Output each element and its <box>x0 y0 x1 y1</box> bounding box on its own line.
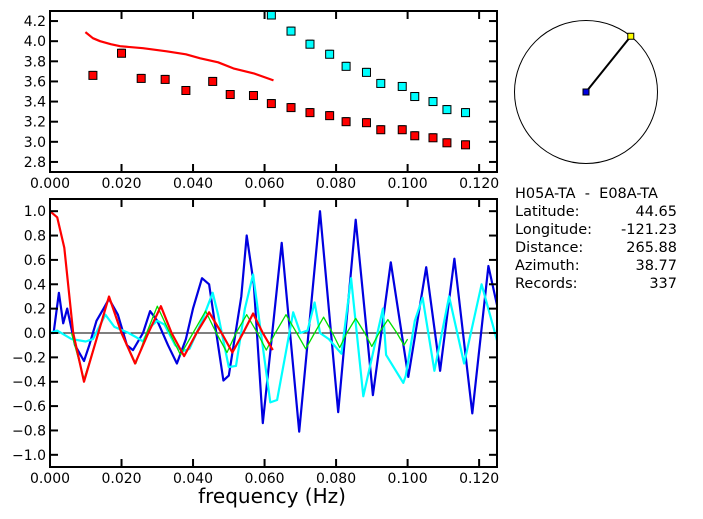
x-tick-label: 0.020 <box>101 471 141 487</box>
x-tick-label: 0.000 <box>30 176 70 192</box>
x-tick-label: 0.060 <box>245 176 285 192</box>
y-tick-label: 4.0 <box>24 34 46 50</box>
range-circle <box>514 20 658 164</box>
data-point-red <box>376 125 386 135</box>
data-point-red <box>136 73 146 83</box>
y-tick-label: −0.8 <box>12 423 46 439</box>
data-point-red <box>266 99 276 109</box>
x-tick-label: 0.040 <box>173 471 213 487</box>
data-point-red <box>117 48 127 58</box>
data-point-cyan <box>266 10 276 20</box>
x-tick-label: 0.060 <box>245 471 285 487</box>
y-tick-label: −0.6 <box>12 399 46 415</box>
info-row-latitude: Latitude: 44.65 <box>515 203 677 221</box>
data-point-cyan <box>305 39 315 49</box>
y-tick-label: 3.8 <box>24 54 46 70</box>
x-tick-label: 0.100 <box>388 176 428 192</box>
y-tick-label: 3.0 <box>24 135 46 151</box>
data-point-red <box>428 133 438 143</box>
data-point-cyan <box>361 67 371 77</box>
data-point-red <box>181 85 191 95</box>
x-tick-label: 0.100 <box>388 471 428 487</box>
info-value: 337 <box>649 276 677 292</box>
data-point-red <box>397 125 407 135</box>
info-row-records: Records: 337 <box>515 275 677 293</box>
y-tick-label: 3.2 <box>24 115 46 131</box>
x-tick-label: 0.000 <box>30 471 70 487</box>
series-line-cyan <box>49 273 499 404</box>
x-axis-label: frequency (Hz) <box>198 484 346 508</box>
info-label: Longitude: <box>515 222 593 238</box>
info-row-azimuth: Azimuth: 38.77 <box>515 257 677 275</box>
y-tick-label: −0.4 <box>12 375 46 391</box>
y-tick-label: 0.4 <box>24 277 46 293</box>
y-tick-label: 0.8 <box>24 229 46 245</box>
data-point-cyan <box>397 81 407 91</box>
data-point-red <box>88 70 98 80</box>
y-tick-label: 0.2 <box>24 302 46 318</box>
data-point-red <box>286 103 296 113</box>
info-value: 38.77 <box>635 258 677 274</box>
data-point-red <box>442 138 452 148</box>
info-label: Records: <box>515 276 578 292</box>
station-info-panel: H05A-TA - E08A-TA Latitude: 44.65 Longitu… <box>515 185 677 293</box>
correlation-chart: 0.000 0.020 0.040 0.060 0.080 0.100 0.120 −1.0 −… <box>12 198 499 487</box>
data-point-cyan <box>341 61 351 71</box>
info-value: 44.65 <box>635 204 677 220</box>
data-point-cyan <box>428 97 438 107</box>
y-tick-label: −0.2 <box>12 350 46 366</box>
x-tick-label: 0.120 <box>459 176 499 192</box>
x-tick-label: 0.080 <box>316 176 356 192</box>
info-label: Distance: <box>515 240 584 256</box>
station-marker-origin <box>582 88 590 96</box>
y-tick-label: 2.8 <box>24 155 46 171</box>
info-value: -121.23 <box>621 222 677 238</box>
data-point-cyan <box>376 78 386 88</box>
data-point-red <box>341 117 351 127</box>
station-pair: H05A-TA - E08A-TA <box>515 186 658 202</box>
y-tick-label: 3.4 <box>24 95 46 111</box>
data-point-cyan <box>410 92 420 102</box>
y-tick-label: 1.0 <box>24 204 46 220</box>
info-row-distance: Distance: 265.88 <box>515 239 677 257</box>
station-marker-target <box>627 32 635 40</box>
velocity-dispersion-chart: 0.000 0.020 0.040 0.060 0.080 0.100 0.120 2.8 3.… <box>24 10 499 192</box>
y-tick-label: 0.0 <box>24 326 46 342</box>
data-point-red <box>208 76 218 86</box>
data-point-cyan <box>286 26 296 36</box>
data-point-red <box>160 74 170 84</box>
data-point-red <box>248 91 258 101</box>
info-row-longitude: Longitude: -121.23 <box>515 221 677 239</box>
y-tick-label: 0.6 <box>24 253 46 269</box>
plot-frame <box>49 10 498 173</box>
series-line-red <box>49 210 274 383</box>
info-label: Azimuth: <box>515 258 580 274</box>
series-line-red <box>84 31 274 82</box>
azimuth-map <box>514 20 658 164</box>
info-value: 265.88 <box>626 240 677 256</box>
data-point-red <box>361 118 371 128</box>
y-tick-label: 3.6 <box>24 74 46 90</box>
x-tick-label: 0.120 <box>459 471 499 487</box>
series-line-blue <box>50 210 499 433</box>
info-label: Latitude: <box>515 204 580 220</box>
x-tick-label: 0.080 <box>316 471 356 487</box>
x-tick-label: 0.020 <box>101 176 141 192</box>
data-point-red <box>461 140 471 150</box>
data-point-cyan <box>325 49 335 59</box>
y-tick-label: −1.0 <box>12 448 46 464</box>
azimuth-line <box>585 35 632 93</box>
x-tick-label: 0.040 <box>173 176 213 192</box>
data-point-cyan <box>442 105 452 115</box>
data-point-red <box>305 108 315 118</box>
data-point-cyan <box>461 108 471 118</box>
data-point-red <box>225 90 235 100</box>
data-point-red <box>325 111 335 121</box>
data-point-red <box>410 131 420 141</box>
y-tick-label: 4.2 <box>24 14 46 30</box>
